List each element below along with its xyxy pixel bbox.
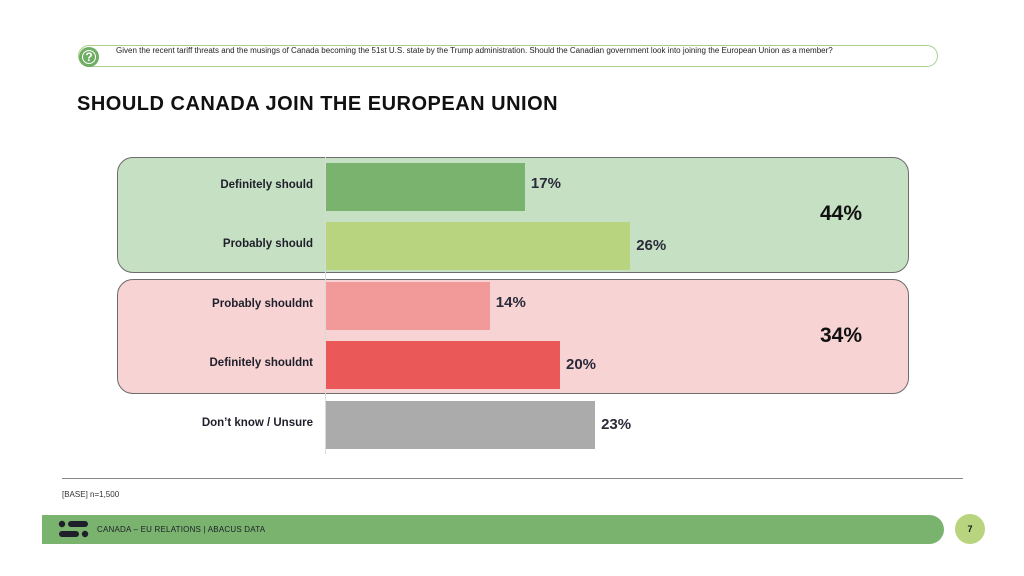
category-label: Definitely should [220,179,313,191]
data-label: 14% [495,294,526,311]
category-label: Don’t know / Unsure [201,417,313,429]
data-label: 17% [530,175,561,192]
page-number: 7 [955,514,985,544]
data-label: 26% [636,237,667,254]
category-label: Probably should [222,238,313,250]
chart-title: SHOULD CANADA JOIN THE EUROPEAN UNION [77,93,559,115]
bar [326,163,525,211]
group-total-should: 44% [819,202,862,225]
group-total-shouldnt: 34% [819,324,862,347]
footer-label: CANADA – EU RELATIONS | ABACUS DATA [97,525,266,534]
category-label: Definitely shouldnt [209,357,314,369]
data-label: 23% [601,416,632,433]
abacus-logo-icon [58,520,89,538]
bar [326,401,596,449]
divider [62,478,963,479]
bar [326,341,560,389]
question-chat-icon: ? [79,47,99,67]
category-axis-line [325,157,326,454]
bar [326,222,631,270]
question-box [78,45,938,67]
footer-bar [42,515,944,544]
question-text: Given the recent tariff threats and the … [116,46,833,55]
bar [326,282,490,330]
base-note: [BASE] n=1,500 [62,490,120,499]
category-label: Probably shouldnt [212,298,313,310]
data-label: 20% [566,356,597,373]
